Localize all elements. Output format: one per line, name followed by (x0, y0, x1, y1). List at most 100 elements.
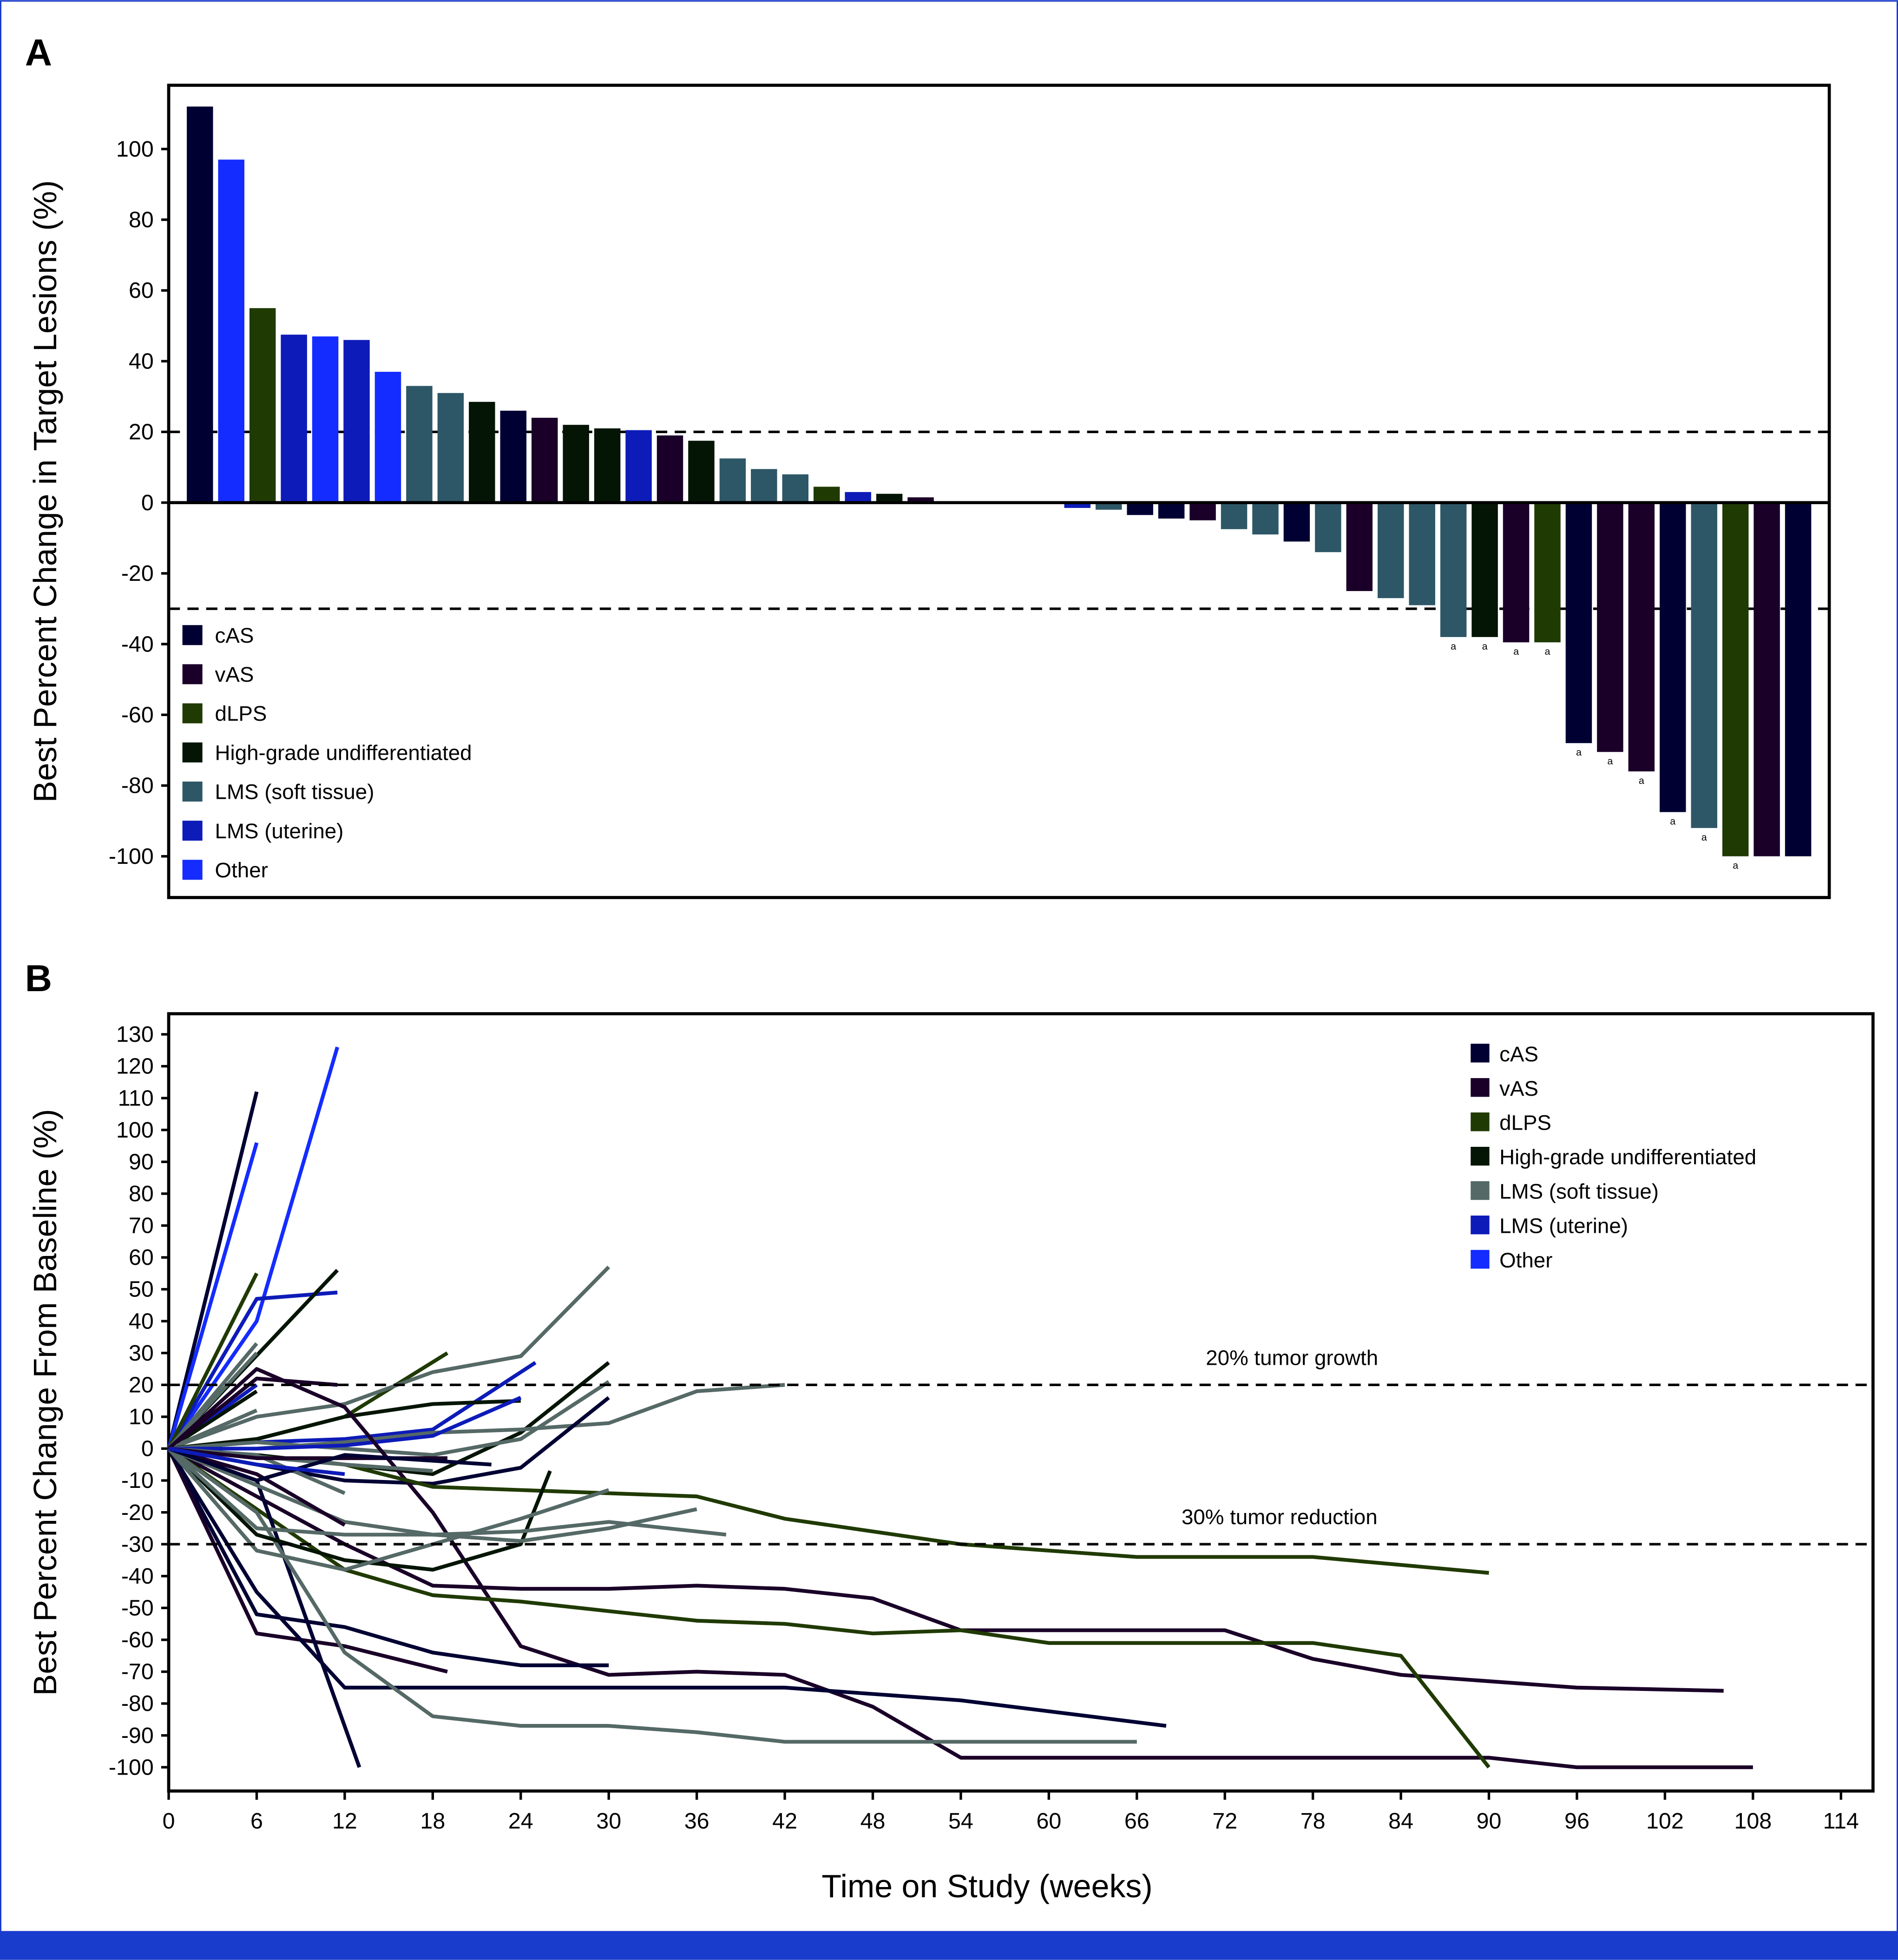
y-tick-label: -80 (121, 1691, 154, 1716)
legend-swatch (182, 781, 203, 802)
legend-label: LMS (soft tissue) (1499, 1180, 1659, 1204)
bar (625, 430, 652, 503)
x-tick-label: 12 (332, 1809, 357, 1834)
bar (1158, 502, 1185, 519)
x-tick-label: 114 (1823, 1809, 1859, 1834)
y-axis-label: Best Percent Change in Target Lesions (%… (27, 180, 63, 802)
bar (1471, 502, 1498, 637)
y-tick-label: -100 (109, 1755, 154, 1780)
legend-label: dLPS (215, 702, 267, 725)
y-tick-label: 60 (129, 1245, 154, 1270)
legend-label: cAS (215, 624, 254, 647)
footnote-marker: a (1639, 775, 1644, 786)
bar (1597, 502, 1623, 752)
x-tick-label: 84 (1388, 1809, 1413, 1834)
x-tick-label: 72 (1212, 1809, 1237, 1834)
y-tick-label: -60 (121, 1627, 154, 1652)
legend-swatch (182, 821, 203, 841)
plot-frame (167, 1012, 1875, 1793)
series-line (168, 1265, 611, 1451)
bar (469, 401, 495, 503)
reference-line-label: 20% tumor growth (1206, 1346, 1378, 1369)
footnote-marker: a (1451, 641, 1456, 652)
bar (1660, 502, 1686, 812)
series-line (168, 1447, 345, 1476)
x-tick-label: 102 (1646, 1809, 1684, 1834)
bar (1378, 502, 1404, 599)
x-tick-label: 24 (508, 1809, 533, 1834)
legend-label: Other (215, 858, 268, 882)
y-tick-label: -60 (121, 702, 154, 727)
y-tick-label: -80 (121, 773, 154, 798)
series-line (167, 1091, 259, 1449)
bar (845, 492, 871, 503)
y-tick-label: -20 (121, 1500, 154, 1525)
legend-label: LMS (soft tissue) (215, 780, 374, 804)
bar (1283, 502, 1310, 542)
bar (563, 425, 589, 503)
y-tick-label: 120 (116, 1054, 154, 1079)
legend-label: Other (1499, 1249, 1552, 1272)
x-tick-label: 66 (1124, 1809, 1149, 1834)
series-line (168, 1399, 521, 1451)
bar (1534, 502, 1561, 643)
bar (531, 418, 558, 503)
series-line (168, 1447, 1724, 1693)
x-tick-label: 0 (163, 1809, 175, 1834)
series-line (168, 1380, 610, 1457)
y-axis-label: Best Percent Change From Baseline (%) (27, 1109, 63, 1696)
bar (1064, 502, 1091, 508)
series-line (168, 1447, 346, 1527)
panel-a-label: A (25, 32, 52, 73)
series-line (168, 1447, 1489, 1575)
y-tick-label: 100 (116, 1118, 154, 1143)
bar (1096, 502, 1122, 510)
footnote-marker: a (1482, 641, 1488, 652)
y-tick-label: -30 (121, 1532, 154, 1557)
footnote-marker: a (1701, 832, 1707, 843)
x-tick-label: 30 (596, 1809, 621, 1834)
spider-plot: 1301201101009080706050403020100-10-20-30… (27, 1012, 1875, 1904)
bar (1127, 502, 1153, 515)
bar (907, 497, 934, 503)
bar (1409, 502, 1435, 605)
footnote-marker: a (1513, 646, 1519, 657)
legend-label: vAS (215, 663, 254, 686)
footnote-marker: a (1607, 756, 1613, 767)
legend-label: LMS (uterine) (1499, 1214, 1628, 1238)
series-line (167, 1447, 1167, 1728)
bar (688, 441, 715, 503)
series-line (167, 1046, 339, 1450)
series-line (167, 1290, 338, 1450)
legend-swatch (182, 703, 203, 723)
bar (1691, 502, 1717, 828)
bar (1785, 502, 1812, 856)
footnote-marker: a (1576, 747, 1582, 758)
plot-frame (167, 84, 1831, 899)
y-tick-label: 40 (129, 349, 154, 374)
series-line (167, 1352, 258, 1450)
legend-swatch (182, 625, 203, 645)
y-tick-label: 60 (129, 278, 154, 303)
y-tick-label: 80 (129, 1181, 154, 1206)
bar (657, 435, 683, 503)
bar (1722, 502, 1749, 856)
bar (218, 159, 244, 503)
y-tick-label: 40 (129, 1309, 154, 1334)
bar (406, 386, 433, 503)
series-line (167, 1142, 259, 1449)
bar (187, 106, 213, 503)
x-tick-label: 54 (948, 1809, 973, 1834)
bar (1503, 502, 1530, 643)
y-tick-label: 50 (129, 1277, 154, 1302)
y-tick-label: -10 (121, 1468, 154, 1493)
x-tick-label: 42 (772, 1809, 797, 1834)
legend-label: cAS (1499, 1042, 1538, 1066)
x-tick-label: 90 (1477, 1809, 1502, 1834)
series-line (167, 1447, 1137, 1744)
bar (1565, 502, 1592, 743)
legend-label: dLPS (1499, 1111, 1551, 1135)
y-tick-label: 100 (116, 137, 154, 162)
x-tick-label: 6 (250, 1809, 263, 1834)
